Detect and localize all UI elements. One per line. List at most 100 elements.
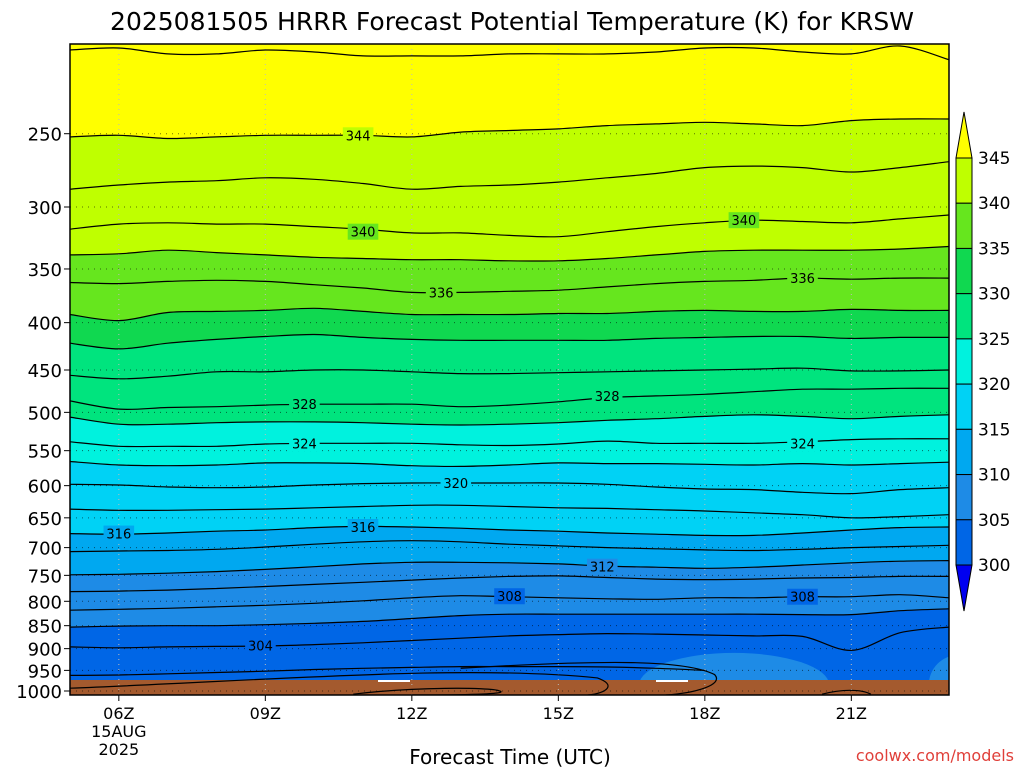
contour-304	[70, 626, 949, 652]
contour-label: 336	[429, 286, 454, 301]
colorbar: 345 340 335 330 325 320 315 310 305 300	[955, 111, 1010, 612]
colorbar-label: 345	[978, 149, 1010, 169]
contour-312	[70, 560, 949, 576]
colorbar-label: 315	[978, 420, 1010, 440]
contour-label-bg	[787, 270, 818, 287]
contour-342	[70, 161, 949, 190]
contour-label: 312	[590, 561, 615, 576]
x-tick-year: 2025	[98, 740, 139, 759]
y-tick-label: 750	[28, 566, 62, 587]
contour-314	[70, 540, 949, 553]
contour-label: 324	[292, 437, 317, 452]
contour-302	[70, 665, 705, 676]
contour-306	[70, 608, 949, 628]
y-tick-label: 400	[28, 314, 62, 335]
contour-label: 344	[346, 129, 371, 144]
colorbar-top-arrow	[955, 111, 973, 159]
axes: 2503003504004505005506006507007508008509…	[16, 125, 867, 759]
x-tick-label: 09Z	[250, 704, 281, 723]
terrain-strip	[70, 680, 949, 695]
contour-label-bg	[425, 284, 457, 301]
contour-302-low	[70, 671, 609, 695]
x-tick-label: 21Z	[836, 704, 867, 723]
colorbar-segment	[955, 202, 973, 249]
y-tick-label: 500	[28, 403, 62, 424]
colorbar-label: 325	[978, 330, 1010, 350]
y-tick-label: 300	[28, 198, 62, 219]
y-tick-label: 850	[28, 617, 62, 638]
contour-label-bg	[586, 558, 618, 575]
contour-label: 304	[248, 640, 273, 655]
y-tick-label: 650	[28, 509, 62, 530]
x-tick-label: 15Z	[543, 704, 574, 723]
contour-label: 308	[790, 591, 815, 606]
contour-label-bg	[289, 396, 320, 413]
contour-label-bg	[347, 223, 379, 240]
contour-label-bg	[494, 588, 525, 605]
terrain-gap-1	[378, 680, 410, 682]
colorbar-segment	[955, 474, 973, 521]
contour-label-bg	[728, 212, 760, 229]
contour-label: 316	[106, 528, 131, 543]
y-tick-label: 600	[28, 477, 62, 498]
y-tick-label: 550	[28, 442, 62, 463]
contour-340	[70, 214, 949, 238]
contour-344	[70, 118, 949, 140]
contour-330	[70, 367, 949, 380]
contour-label: 336	[790, 272, 815, 287]
contour-label-bg	[245, 637, 276, 654]
contour-334	[70, 307, 949, 322]
colorbar-label: 330	[978, 285, 1010, 305]
contour-318	[70, 504, 949, 519]
colorbar-label: 300	[978, 556, 1010, 576]
x-tick-date: 15AUG	[91, 722, 146, 741]
colorbar-segment	[955, 428, 973, 476]
x-tick-label: 12Z	[396, 704, 427, 723]
colorbar-segment	[955, 157, 973, 204]
colorbar-segment	[955, 338, 973, 385]
filled-bands	[70, 44, 949, 695]
contour-label: 320	[443, 477, 468, 492]
contour-328	[70, 387, 949, 410]
y-tick-label: 900	[28, 640, 62, 661]
contour-label-bg	[103, 525, 135, 542]
y-tick-label: 950	[28, 661, 62, 682]
colorbar-segment	[955, 383, 973, 430]
x-axis-label: Forecast Time (UTC)	[409, 745, 611, 768]
contour-label-bg	[591, 387, 623, 404]
colorbar-label: 320	[978, 375, 1010, 395]
credit-text: coolwx.com/models	[856, 746, 1014, 765]
contour-320	[70, 482, 949, 495]
x-tick-label: 06Z	[103, 704, 134, 723]
contour-label: 328	[595, 390, 620, 405]
contour-302-bump	[821, 689, 872, 695]
contour-label: 340	[731, 214, 756, 229]
contour-322	[70, 460, 949, 468]
contour-label-bg	[787, 588, 818, 605]
x-tick-label: 18Z	[689, 704, 720, 723]
y-tick-label: 450	[28, 361, 62, 382]
contour-lines	[70, 45, 949, 695]
contour-label: 340	[351, 226, 376, 241]
contour-346	[70, 45, 949, 61]
plot-area: 344 340 340 336 336 328 328 324 324 320 316 316 312 3…	[69, 43, 950, 696]
contour-label-bg	[347, 518, 379, 535]
colorbar-segment	[955, 293, 973, 340]
colorbar-segment	[955, 519, 973, 566]
contour-310	[70, 575, 949, 593]
contour-label: 316	[351, 521, 376, 536]
contour-326	[70, 414, 949, 426]
y-tick-label: 1000	[16, 682, 62, 703]
colorbar-bottom-arrow	[955, 564, 973, 612]
y-tick-label: 350	[28, 260, 62, 281]
terrain-gap-2	[656, 680, 688, 682]
contour-316	[70, 525, 949, 537]
contour-label: 324	[790, 437, 815, 452]
contour-label: 308	[497, 590, 522, 605]
contour-label: 328	[292, 398, 317, 413]
colorbar-label: 335	[978, 239, 1010, 259]
contour-label-bg	[342, 127, 374, 144]
colorbar-label: 310	[978, 466, 1010, 486]
